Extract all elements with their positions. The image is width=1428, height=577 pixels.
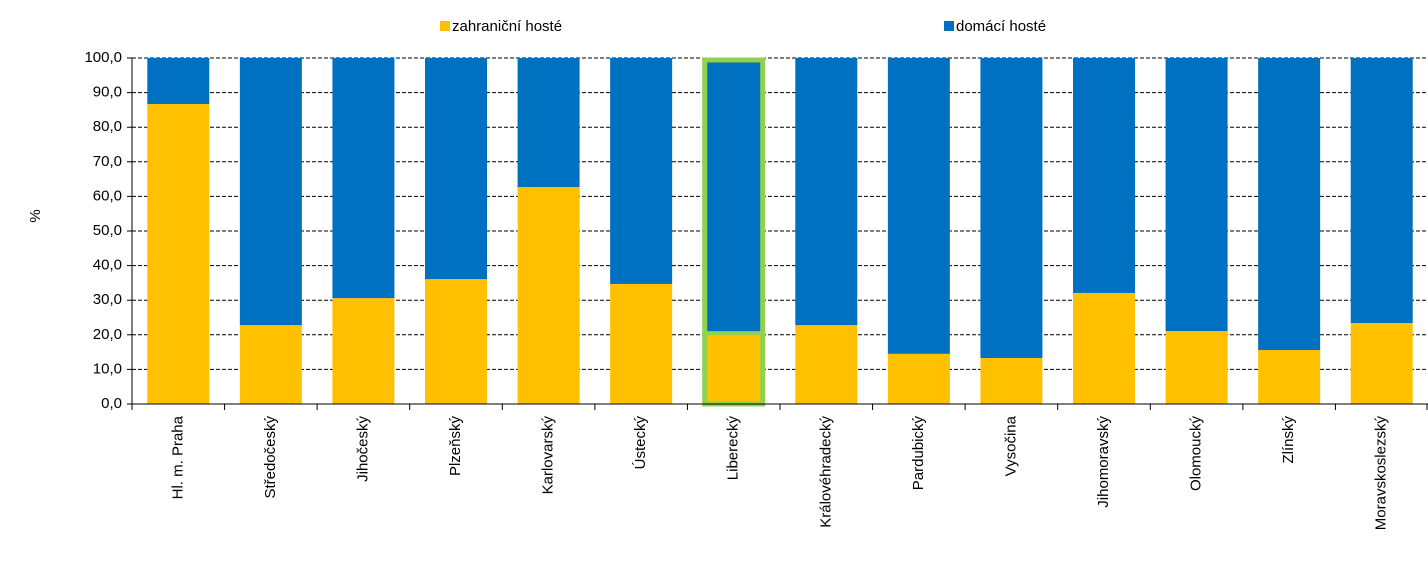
legend-swatch [440, 21, 450, 31]
y-tick-label: 10,0 [93, 360, 122, 377]
bar-segment [517, 187, 580, 404]
bar-segment [425, 279, 487, 404]
y-axis-label: % [27, 209, 44, 222]
x-tick-label: Karlovarský [540, 416, 557, 495]
y-tick-label: 60,0 [93, 187, 122, 204]
bar-segment [980, 357, 1043, 404]
bar-segment [610, 283, 673, 404]
y-tick-label: 40,0 [93, 257, 122, 274]
bar-segment [517, 58, 580, 188]
bar-segment [795, 58, 858, 326]
y-tick-label: 30,0 [93, 291, 122, 308]
bar-segment [1258, 350, 1321, 404]
x-tick-label: Ústecký [632, 416, 649, 470]
x-tick-label: Olomoucký [1188, 416, 1205, 492]
y-tick-label: 50,0 [93, 222, 122, 239]
legend-label: zahraniční hosté [452, 18, 562, 35]
legend-swatch [944, 21, 954, 31]
bar-segment [702, 58, 765, 334]
bar-segment [239, 325, 302, 404]
y-tick-label: 100,0 [84, 49, 122, 66]
x-tick-label: Moravskoslezský [1373, 416, 1390, 531]
bar-segment [1350, 58, 1413, 324]
bar-segment [610, 58, 673, 284]
bar-segment [702, 333, 765, 404]
x-tick-label: Zlínský [1280, 416, 1297, 464]
y-tick-label: 90,0 [93, 84, 122, 101]
bar-segment [795, 325, 858, 404]
x-tick-label: Hl. m. Praha [169, 415, 186, 499]
bar-segment [425, 58, 487, 280]
bar-segment [147, 58, 210, 105]
y-tick-label: 20,0 [93, 326, 122, 343]
bar-segment [1165, 330, 1228, 404]
bar-segment [1258, 58, 1321, 351]
x-tick-label: Vysočina [1002, 415, 1019, 476]
legend-label: domácí hosté [956, 18, 1046, 35]
bar-segment [887, 353, 950, 404]
x-tick-label: Královéhradecký [817, 416, 834, 528]
x-tick-label: Jihomoravský [1095, 416, 1112, 508]
x-tick-label: Středočeský [262, 416, 279, 499]
y-tick-label: 80,0 [93, 118, 122, 135]
bar-segment [239, 58, 302, 326]
y-tick-label: 0,0 [101, 395, 122, 412]
bar-segment [1073, 292, 1135, 404]
bar-segment [147, 104, 210, 404]
x-tick-label: Jihočeský [354, 416, 371, 482]
bar-segment [332, 58, 395, 299]
bar-segment [887, 58, 950, 354]
bar-segment [1350, 323, 1413, 404]
bar-segment [980, 58, 1043, 358]
bar-segment [1073, 58, 1135, 293]
x-tick-label: Liberecký [725, 416, 742, 481]
x-tick-label: Plzeňský [447, 416, 464, 477]
bar-segment [332, 298, 395, 404]
bar-segment [1165, 58, 1228, 331]
x-tick-label: Pardubický [910, 416, 927, 491]
y-tick-label: 70,0 [93, 153, 122, 170]
